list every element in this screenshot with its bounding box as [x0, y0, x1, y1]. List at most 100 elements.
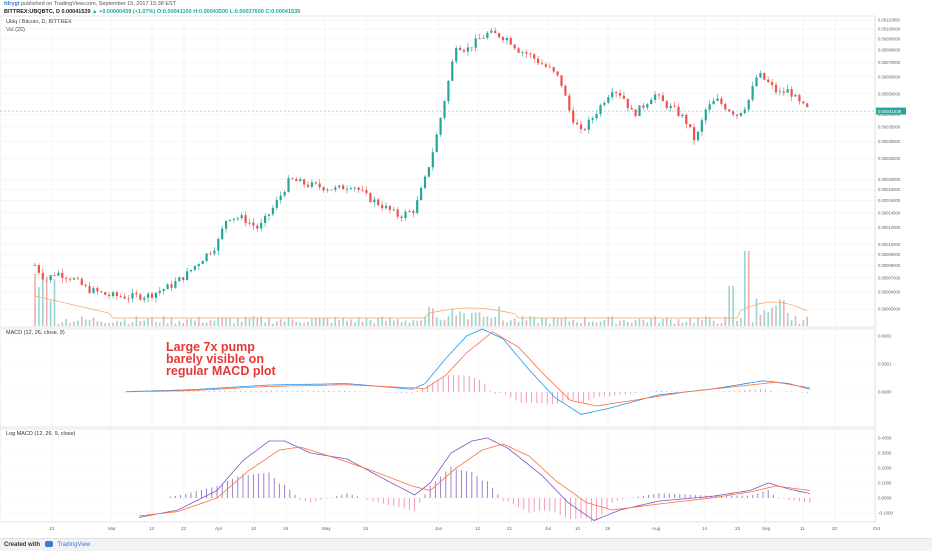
x-tick-label: Sep	[762, 526, 771, 531]
candle-body	[182, 277, 185, 281]
volume-bar	[669, 319, 672, 326]
volume-bar	[404, 320, 407, 326]
candle-body	[685, 114, 688, 125]
volume-bar	[162, 316, 165, 326]
x-tick-label: Jul	[545, 526, 551, 531]
volume-bar	[611, 316, 613, 326]
volume-bar	[400, 321, 403, 326]
candle-body	[416, 200, 419, 213]
volume-bar	[369, 319, 372, 326]
volume-bar	[432, 308, 434, 326]
volume-bar	[151, 317, 153, 326]
logmacd-tick-label: 0.4000	[878, 436, 892, 441]
candle-body	[197, 264, 200, 267]
candle-body	[462, 50, 466, 52]
candle-body	[572, 110, 575, 123]
volume-bar	[279, 319, 282, 326]
x-tick-label: 10	[575, 526, 581, 531]
candle-body	[349, 188, 352, 190]
candle-body	[435, 134, 438, 153]
candle-body	[451, 61, 454, 81]
volume-bar	[736, 320, 738, 326]
price-tick-label: 0.00005000	[878, 307, 901, 312]
candle-body	[806, 103, 809, 108]
candle-body	[225, 220, 228, 229]
volume-bar	[264, 322, 266, 326]
x-tick-label: 21	[507, 526, 513, 531]
candle-body	[49, 275, 52, 281]
candle-body	[669, 105, 672, 109]
volume-bar	[381, 316, 383, 326]
candle-body	[166, 284, 169, 290]
volume-bar	[529, 316, 532, 326]
price-tick-label: 0.00080000	[878, 47, 901, 52]
volume-bar	[443, 319, 446, 326]
candle-body	[494, 30, 497, 34]
candle-body	[236, 218, 239, 219]
price-panel-title: Ubiq / Bitcoin, D, BITTREX	[6, 19, 72, 25]
volume-bar	[662, 318, 664, 326]
volume-bar	[287, 317, 290, 326]
price-tick-label: 0.00060000	[878, 74, 901, 79]
volume-bar	[510, 320, 512, 326]
macd-tick-label: 0.0000	[878, 390, 892, 395]
volume-bar	[170, 317, 173, 326]
volume-bar	[396, 319, 399, 326]
candle-body	[306, 184, 310, 187]
volume-bar	[591, 321, 594, 326]
volume-bar	[342, 317, 344, 326]
candle-body	[100, 291, 103, 293]
volume-bar	[108, 323, 110, 326]
candle-body	[568, 95, 571, 111]
volume-bar	[53, 279, 56, 326]
candle-body	[759, 72, 762, 78]
candle-body	[252, 222, 255, 226]
candle-body	[747, 99, 750, 110]
volume-bar	[73, 321, 75, 326]
candle-body	[583, 129, 586, 130]
candle-body	[295, 178, 298, 182]
volume-bar	[619, 320, 621, 326]
candle-body	[330, 189, 333, 191]
volume-bar	[615, 323, 617, 326]
candle-body	[650, 99, 653, 105]
volume-bar	[646, 322, 649, 326]
volume-bar	[576, 322, 578, 326]
volume-bar	[330, 322, 333, 326]
volume-bar	[580, 323, 582, 326]
volume-bar	[135, 316, 138, 326]
volume-bar	[350, 319, 352, 326]
volume-bar	[256, 318, 259, 326]
candle-body	[693, 127, 696, 141]
candle-body	[303, 179, 306, 185]
price-tick-label: 0.00014000	[878, 210, 901, 215]
volume-bar	[783, 300, 785, 326]
candle-body	[735, 114, 739, 116]
candle-body	[540, 63, 544, 65]
candle-body	[240, 215, 243, 219]
volume-bar	[49, 300, 52, 326]
candle-body	[661, 95, 664, 102]
candle-body	[111, 292, 115, 297]
volume-bar	[201, 322, 204, 326]
price-tick-label: 0.00008000	[878, 263, 901, 268]
candle-body	[533, 54, 536, 59]
volume-bar	[174, 323, 177, 326]
volume-bar	[42, 278, 44, 326]
candle-body	[774, 84, 778, 93]
tradingview-brand[interactable]: TradingView	[57, 542, 91, 548]
candle-body	[147, 293, 150, 298]
volume-bar	[61, 322, 64, 326]
author-link[interactable]: fdrygt	[4, 1, 20, 7]
volume-bar	[147, 318, 149, 326]
volume-bar	[545, 318, 547, 326]
volume-bar	[248, 318, 251, 326]
x-tick-label: 11	[800, 526, 805, 531]
volume-bar	[708, 316, 711, 326]
annotation-line: barely visible on	[166, 352, 264, 366]
volume-bar	[311, 318, 313, 326]
volume-bar	[318, 317, 321, 326]
candle-body	[404, 211, 407, 218]
volume-bar	[798, 323, 801, 326]
